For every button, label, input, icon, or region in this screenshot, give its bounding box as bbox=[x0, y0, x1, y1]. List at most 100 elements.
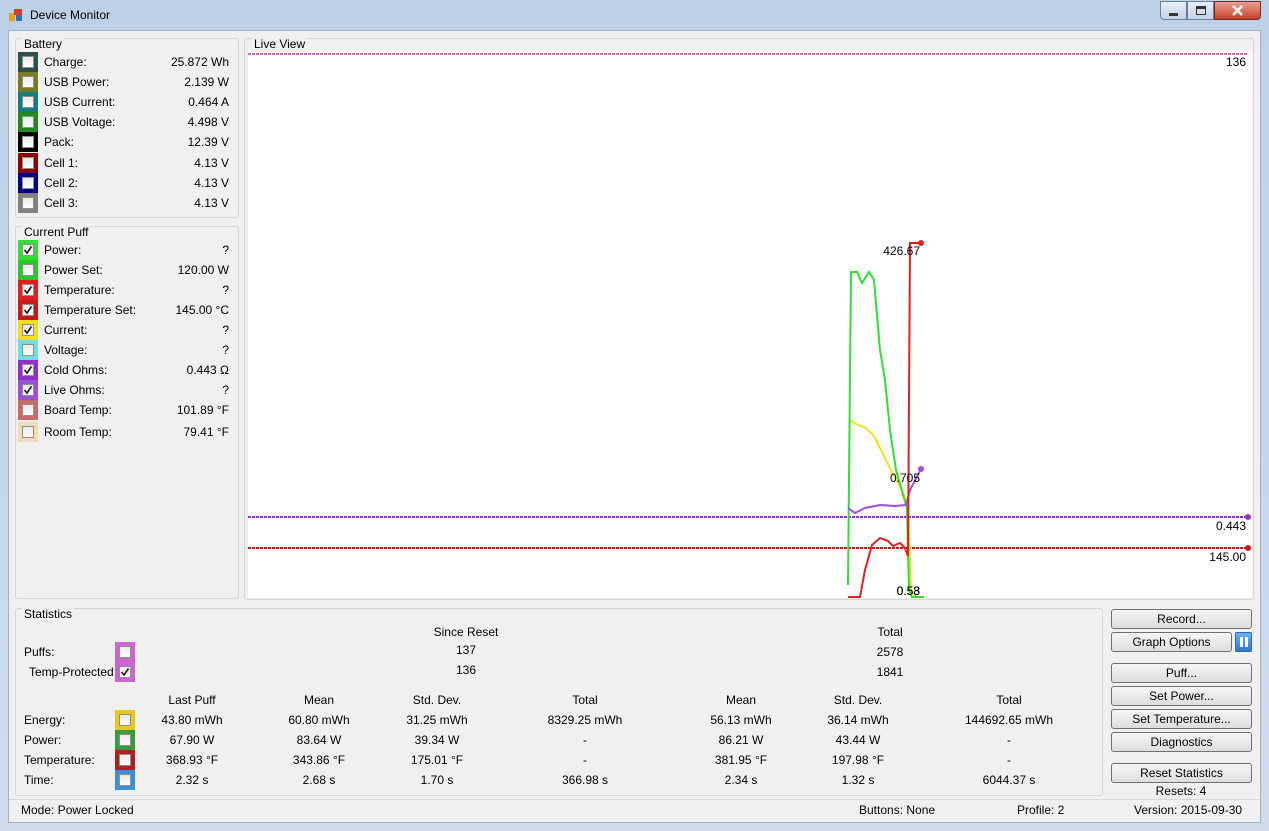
stat-cell: 83.64 W bbox=[296, 733, 342, 747]
column-header: Std. Dev. bbox=[412, 693, 462, 707]
stat-cell: 197.98 °F bbox=[831, 753, 885, 767]
color-checkbox[interactable] bbox=[18, 52, 38, 72]
color-checkbox[interactable] bbox=[115, 710, 135, 730]
graph-label: 0.443 bbox=[1215, 519, 1246, 533]
stat-cell: 43.44 W bbox=[835, 733, 881, 747]
column-group-header: Total bbox=[877, 625, 903, 639]
item-label: USB Current: bbox=[44, 95, 116, 110]
counter-value: 1841 bbox=[876, 665, 904, 679]
counter-value: 2578 bbox=[876, 645, 904, 659]
item-value: ? bbox=[222, 323, 229, 337]
button[interactable]: Diagnostics bbox=[1111, 732, 1252, 752]
color-checkbox[interactable] bbox=[115, 662, 135, 682]
color-checkbox[interactable] bbox=[18, 400, 38, 420]
item-value: 4.498 V bbox=[187, 115, 229, 130]
item-value: 2.139 W bbox=[184, 75, 229, 90]
item-value: ? bbox=[222, 243, 229, 257]
graph-label: 0.705 bbox=[889, 471, 920, 485]
item-value: 12.39 V bbox=[187, 135, 229, 150]
item-label: Temperature: bbox=[44, 283, 115, 297]
stat-cell: 36.14 mWh bbox=[827, 713, 889, 727]
item-label: Power Set: bbox=[44, 263, 103, 277]
item-label: Cold Ohms: bbox=[44, 363, 108, 377]
button[interactable]: Record... bbox=[1111, 609, 1252, 629]
color-checkbox[interactable] bbox=[18, 422, 38, 442]
resets-label: Resets: 4 bbox=[1155, 784, 1207, 798]
row-label: Power: bbox=[24, 733, 62, 747]
color-checkbox[interactable] bbox=[115, 770, 135, 790]
button[interactable]: Puff... bbox=[1111, 663, 1252, 683]
counter-value: 136 bbox=[455, 663, 477, 677]
item-value: 4.13 V bbox=[194, 175, 229, 190]
color-checkbox[interactable] bbox=[18, 72, 38, 93]
column-group-header: Since Reset bbox=[433, 625, 499, 639]
color-checkbox[interactable] bbox=[115, 642, 135, 662]
column-header: Total bbox=[996, 693, 1022, 707]
color-checkbox[interactable] bbox=[18, 260, 38, 280]
stat-cell: 343.86 °F bbox=[292, 753, 346, 767]
button[interactable]: Set Temperature... bbox=[1111, 709, 1252, 729]
color-checkbox[interactable] bbox=[18, 192, 38, 213]
color-checkbox[interactable] bbox=[115, 750, 135, 770]
color-checkbox[interactable] bbox=[18, 320, 38, 340]
stat-cell: 6044.37 s bbox=[982, 773, 1036, 787]
stat-cell: - bbox=[583, 753, 587, 767]
color-checkbox[interactable] bbox=[18, 280, 38, 300]
current-puff-group bbox=[15, 226, 239, 599]
stat-cell: - bbox=[1007, 753, 1011, 767]
stat-cell: 175.01 °F bbox=[410, 753, 464, 767]
item-label: Temperature Set: bbox=[44, 303, 137, 317]
pause-button[interactable] bbox=[1235, 632, 1252, 652]
item-value: 4.13 V bbox=[194, 195, 229, 210]
row-label: Time: bbox=[24, 773, 54, 787]
stat-cell: 2.32 s bbox=[175, 773, 209, 787]
color-checkbox[interactable] bbox=[18, 240, 38, 260]
graph-label: 0.53 bbox=[896, 584, 920, 598]
color-checkbox[interactable] bbox=[115, 730, 135, 750]
item-label: Cell 1: bbox=[44, 155, 79, 170]
color-checkbox[interactable] bbox=[18, 112, 38, 133]
item-value: ? bbox=[222, 383, 229, 397]
item-value: ? bbox=[222, 343, 229, 357]
minimize-button[interactable] bbox=[1160, 1, 1187, 20]
item-label: USB Power: bbox=[44, 75, 110, 90]
stat-cell: 67.90 W bbox=[169, 733, 215, 747]
color-checkbox[interactable] bbox=[18, 300, 38, 320]
item-value: 4.13 V bbox=[194, 155, 229, 170]
color-checkbox[interactable] bbox=[18, 92, 38, 113]
item-label: Pack: bbox=[44, 135, 75, 150]
color-checkbox[interactable] bbox=[18, 152, 38, 173]
color-checkbox[interactable] bbox=[18, 380, 38, 400]
stat-cell: 39.34 W bbox=[414, 733, 460, 747]
color-checkbox[interactable] bbox=[18, 340, 38, 360]
stat-cell: 2.34 s bbox=[724, 773, 758, 787]
stat-cell: 368.93 °F bbox=[165, 753, 219, 767]
column-header: Std. Dev. bbox=[833, 693, 883, 707]
stat-cell: 381.95 °F bbox=[714, 753, 768, 767]
color-checkbox[interactable] bbox=[18, 172, 38, 193]
item-value: 0.443 Ω bbox=[186, 363, 229, 377]
item-value: 120.00 W bbox=[177, 263, 229, 277]
row-label: Temperature: bbox=[24, 753, 95, 767]
group-title: Live View bbox=[252, 36, 308, 52]
status-text: Buttons: None bbox=[859, 803, 936, 817]
color-checkbox[interactable] bbox=[18, 360, 38, 380]
stat-cell: 366.98 s bbox=[561, 773, 609, 787]
counter-label: Temp-Protected: bbox=[29, 665, 118, 679]
button[interactable]: Graph Options bbox=[1111, 632, 1232, 652]
graph-label: 145.00 bbox=[1209, 550, 1246, 564]
stat-cell: 2.68 s bbox=[302, 773, 336, 787]
stat-cell: 1.32 s bbox=[841, 773, 875, 787]
graph-label: 136 bbox=[1225, 55, 1246, 69]
button[interactable]: Reset Statistics bbox=[1111, 763, 1252, 783]
item-value: 145.00 °C bbox=[175, 303, 229, 317]
button[interactable]: Set Power... bbox=[1111, 686, 1252, 706]
stat-cell: 31.25 mWh bbox=[406, 713, 468, 727]
maximize-button[interactable] bbox=[1187, 1, 1214, 20]
item-label: Power: bbox=[44, 243, 82, 257]
status-text: Profile: 2 bbox=[1017, 803, 1065, 817]
stat-cell: - bbox=[1007, 733, 1011, 747]
color-checkbox[interactable] bbox=[18, 132, 38, 153]
column-header: Total bbox=[572, 693, 598, 707]
close-button[interactable] bbox=[1214, 1, 1261, 20]
